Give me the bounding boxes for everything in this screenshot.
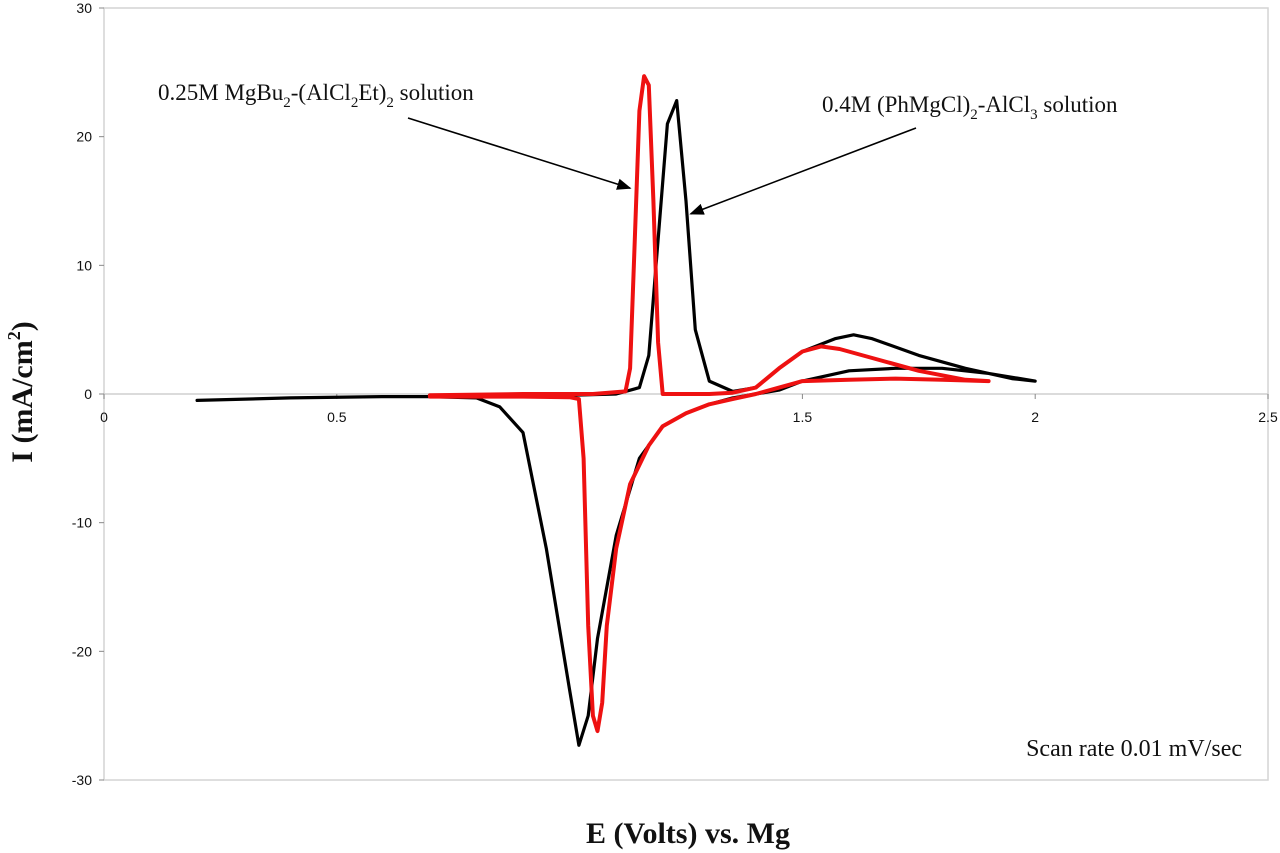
x-tick-label: 1.5 — [793, 409, 813, 425]
y-axis-title-superscript: 2 — [4, 331, 24, 340]
x-tick-label: 0.5 — [327, 409, 347, 425]
y-axis-title: I (mA/cm2) — [4, 321, 39, 462]
x-tick-label: 2 — [1031, 409, 1039, 425]
annotation-text-part: 2 — [351, 95, 359, 111]
y-tick-label: 30 — [76, 0, 92, 16]
x-tick-label: 2.5 — [1258, 409, 1278, 425]
y-axis-title-close: ) — [6, 321, 39, 331]
y-tick-label: -20 — [72, 643, 92, 659]
annotation-text-part: 0.4M (PhMgCl) — [822, 92, 970, 117]
y-tick-label: 20 — [76, 129, 92, 145]
annotation-text-part: 3 — [1030, 107, 1038, 123]
annotation-text-part: solution — [1038, 92, 1118, 117]
series-layer — [195, 74, 1037, 747]
annotation-black-label: 0.4M (PhMgCl)2-AlCl3 solution — [822, 92, 1118, 123]
x-axis: 0 0.5 1.5 2 2.5 — [100, 394, 1278, 425]
annotation-red-label: 0.25M MgBu2-(AlCl2Et)2 solution — [158, 80, 474, 111]
y-tick-label: 0 — [84, 386, 92, 402]
annotation-text-part: 2 — [970, 107, 978, 123]
series-line — [195, 99, 1037, 747]
y-axis-title-main: I (mA/cm — [6, 340, 39, 462]
y-tick-label: -10 — [72, 515, 92, 531]
annotation-text-part: 0.25M MgBu — [158, 80, 284, 105]
y-tick-label: -30 — [72, 772, 92, 788]
annotation-text-part: -(AlCl — [291, 80, 351, 105]
series-line — [427, 74, 991, 734]
annotation-text-part: solution — [394, 80, 474, 105]
annotation-text-part: 2 — [283, 95, 291, 111]
x-tick-label: 0 — [100, 409, 108, 425]
y-tick-label: 10 — [76, 257, 92, 273]
annotation-text-part: 2 — [386, 95, 394, 111]
annotation-red-arrow — [407, 117, 632, 190]
annotation-text-part: Et) — [358, 80, 386, 105]
annotation-layer: 0.25M MgBu2-(AlCl2Et)2 solution 0.4M (PhM… — [158, 80, 1118, 215]
y-axis: -30 -20 -10 0 10 20 30 — [72, 0, 104, 788]
annotation-text-part: -AlCl — [978, 92, 1030, 117]
annotation-black-arrow — [689, 127, 917, 215]
x-axis-title: E (Volts) vs. Mg — [586, 817, 790, 850]
scan-rate-note: Scan rate 0.01 mV/sec — [1026, 736, 1242, 762]
